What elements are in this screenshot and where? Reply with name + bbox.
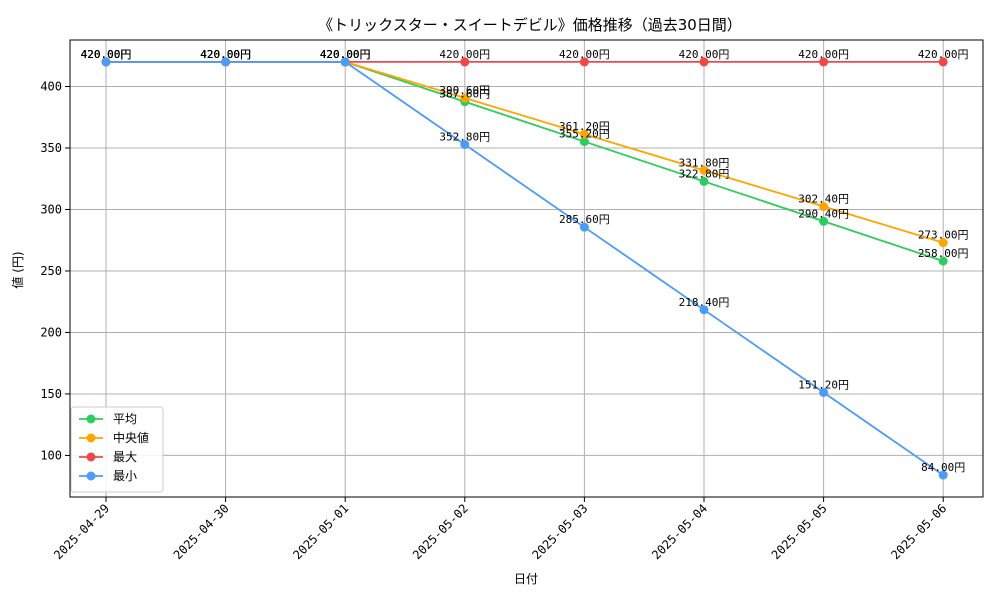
data-label: 420.00円 [200, 48, 251, 61]
legend-label: 最大 [113, 450, 137, 464]
x-axis-label: 日付 [514, 572, 538, 586]
data-label: 420.00円 [200, 48, 251, 61]
legend-label: 平均 [113, 412, 137, 426]
series-point [579, 222, 589, 232]
data-label: 420.00円 [918, 48, 969, 61]
y-tick-label: 400 [40, 79, 62, 93]
series-point [938, 470, 948, 480]
series-point [101, 57, 111, 67]
series-point [819, 387, 829, 397]
data-label: 420.00円 [320, 48, 371, 61]
series-point [819, 202, 829, 212]
data-label: 302.40円 [798, 193, 849, 206]
series-point [460, 93, 470, 103]
series-point [699, 305, 709, 315]
data-label: 420.00円 [439, 48, 490, 61]
series-point [579, 137, 589, 147]
data-labels: 420.00円 420.00円 420.00円 387.60円 355.20円 322.8… [81, 48, 969, 474]
y-tick-label: 250 [40, 264, 62, 278]
data-label: 420.00円 [320, 48, 371, 61]
series-point [699, 176, 709, 186]
data-label: 420.00円 [81, 48, 132, 61]
y-tick-label: 150 [40, 387, 62, 401]
data-label: 420.00円 [200, 48, 251, 61]
series-point [579, 57, 589, 67]
series-group [101, 57, 948, 480]
series-point [938, 238, 948, 248]
series-point [460, 57, 470, 67]
data-label: 273.00円 [918, 229, 969, 242]
data-label: 390.60円 [439, 84, 490, 97]
y-tick-label: 300 [40, 202, 62, 216]
data-label: 331.80円 [679, 156, 730, 169]
series-point [579, 129, 589, 139]
data-label: 420.00円 [679, 48, 730, 61]
chart-title: 《トリックスター・スイートデビル》価格推移（過去30日間） [318, 16, 742, 34]
series-point [819, 57, 829, 67]
series-point [699, 57, 709, 67]
plot-frame [69, 39, 984, 498]
legend-marker [86, 452, 96, 462]
data-label: 352.80円 [439, 131, 490, 144]
data-label: 420.00円 [81, 48, 132, 61]
data-label: 361.20円 [559, 120, 610, 133]
data-label: 290.40円 [798, 207, 849, 220]
legend-label: 最小 [113, 469, 137, 483]
y-tick-label: 100 [40, 448, 62, 462]
series-point [699, 165, 709, 175]
series-point [340, 57, 350, 67]
data-label: 285.60円 [559, 213, 610, 226]
data-label: 322.80円 [679, 167, 730, 180]
y-axis-label: 値 (円) [10, 251, 25, 288]
series-point [938, 57, 948, 67]
data-label: 258.00円 [918, 247, 969, 260]
series-line [106, 60, 944, 476]
data-label: 420.00円 [320, 48, 371, 61]
legend-marker [86, 414, 96, 424]
data-label: 420.00円 [798, 48, 849, 61]
data-label: 420.00円 [320, 48, 371, 61]
data-label: 387.60円 [439, 88, 490, 101]
series-point [938, 256, 948, 266]
y-tick-label: 350 [40, 141, 62, 155]
data-label: 218.40円 [679, 296, 730, 309]
data-label: 420.00円 [81, 48, 132, 61]
series-point [819, 216, 829, 226]
legend-marker [86, 471, 96, 481]
y-tick-label: 200 [40, 325, 62, 339]
legend-label: 中央値 [113, 430, 149, 445]
data-label: 420.00円 [81, 48, 132, 61]
legend-box [70, 406, 164, 493]
data-label: 151.20円 [798, 378, 849, 391]
data-label: 84.00円 [921, 461, 965, 474]
data-label: 355.20円 [559, 128, 610, 141]
legend-marker [86, 433, 96, 443]
series-point [221, 57, 231, 67]
series-point [460, 140, 470, 150]
data-label: 420.00円 [200, 48, 251, 61]
data-label: 420.00円 [559, 48, 610, 61]
